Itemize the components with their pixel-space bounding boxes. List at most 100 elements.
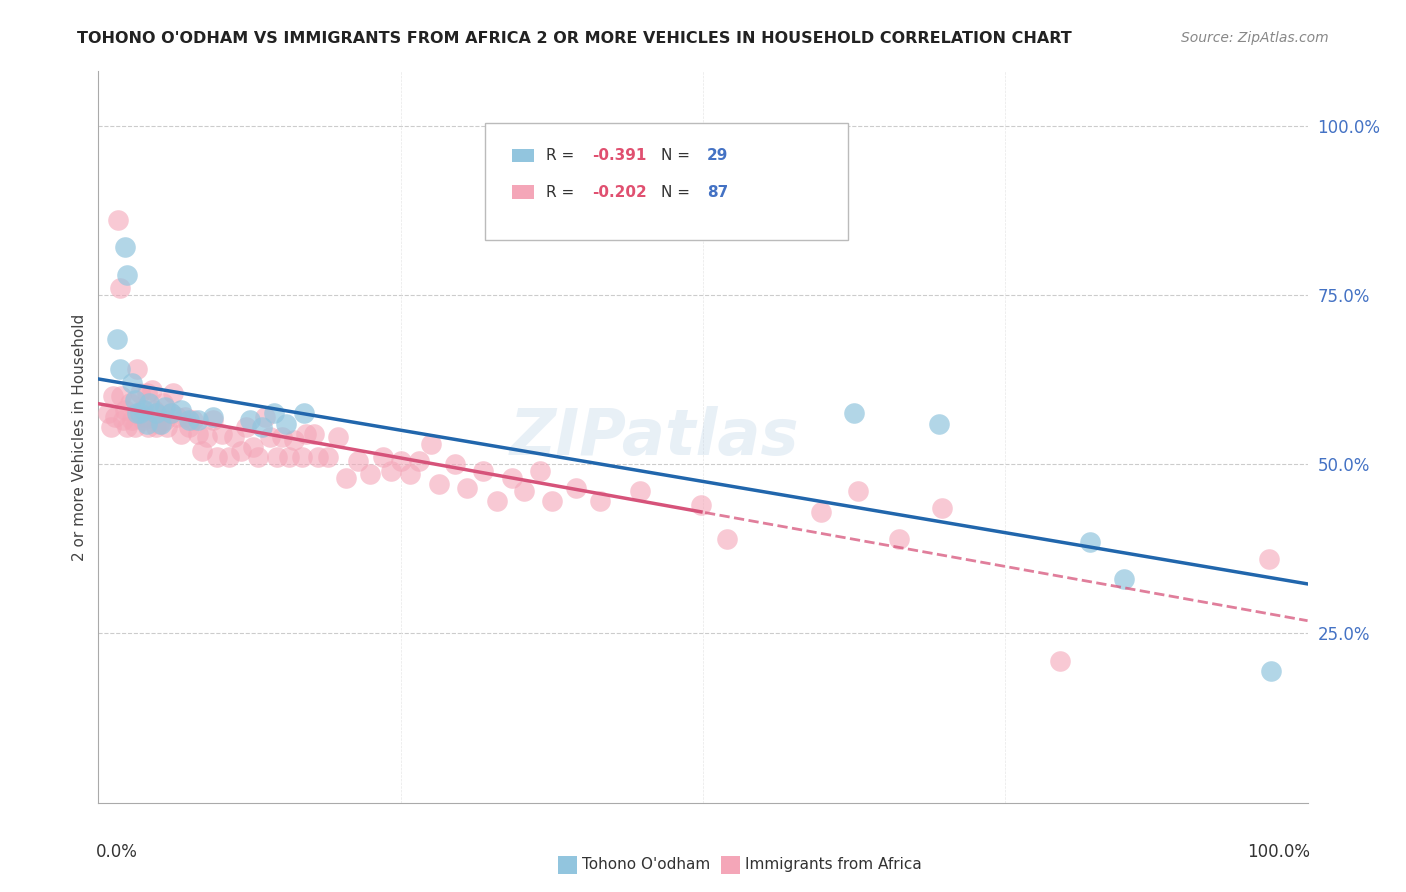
Point [389,454,412,468]
Point [124,420,146,434]
Point [100,420,122,434]
Point [360,467,382,482]
Point [97,406,120,420]
Text: -0.202: -0.202 [592,185,647,200]
Point [127,362,149,376]
Point [1260,664,1282,678]
Point [846,484,869,499]
Point [501,471,523,485]
Text: Source: ZipAtlas.com: Source: ZipAtlas.com [1181,31,1329,45]
Text: 29: 29 [707,148,728,163]
Point [148,417,170,431]
Point [254,409,277,424]
Point [169,403,191,417]
Point [471,464,494,478]
Point [187,426,209,441]
Text: 100.0%: 100.0% [1247,843,1310,861]
Point [205,450,228,465]
Point [174,409,197,424]
Point [128,406,150,420]
Point [308,450,330,465]
Text: Tohono O'odham: Tohono O'odham [582,857,710,872]
Point [628,484,651,499]
Point [202,413,225,427]
Point [145,406,167,420]
Point [326,430,349,444]
Point [399,467,422,482]
Point [136,420,159,434]
Point [290,450,312,465]
FancyBboxPatch shape [512,149,534,162]
Point [235,420,257,434]
Point [1257,552,1279,566]
Point [565,481,588,495]
Point [121,413,143,427]
Point [202,409,225,424]
Point [810,505,832,519]
Text: Immigrants from Africa: Immigrants from Africa [745,857,922,872]
Point [689,498,711,512]
Point [117,420,139,434]
Point [316,450,339,465]
Point [408,454,430,468]
Point [278,450,301,465]
Point [589,494,612,508]
Point [486,494,509,508]
Text: -0.391: -0.391 [592,148,647,163]
Text: R =: R = [546,148,579,163]
Point [141,383,163,397]
Point [153,400,176,414]
Point [283,434,305,448]
Point [292,406,315,420]
Point [181,413,204,427]
Y-axis label: 2 or more Vehicles in Household: 2 or more Vehicles in Household [72,313,87,561]
Point [156,420,179,434]
Point [529,464,551,478]
Point [1112,572,1135,586]
Point [160,406,183,420]
Point [347,454,370,468]
Text: R =: R = [546,185,579,200]
Point [211,426,233,441]
Text: TOHONO O'ODHAM VS IMMIGRANTS FROM AFRICA 2 OR MORE VEHICLES IN HOUSEHOLD CORRELA: TOHONO O'ODHAM VS IMMIGRANTS FROM AFRICA… [77,31,1073,46]
Point [456,481,478,495]
Point [143,403,166,417]
Point [263,406,285,420]
Point [134,409,156,424]
Point [247,450,270,465]
Point [259,430,281,444]
Point [420,437,443,451]
Point [928,417,950,431]
Point [111,413,134,427]
Point [153,413,176,427]
Point [152,396,174,410]
Point [150,417,173,431]
Point [429,477,451,491]
Point [108,281,131,295]
FancyBboxPatch shape [558,856,578,874]
FancyBboxPatch shape [512,186,534,199]
Point [1078,535,1101,549]
Text: ZIPatlas: ZIPatlas [510,406,800,468]
Point [191,443,214,458]
Point [229,443,252,458]
Point [250,420,273,434]
Text: 0.0%: 0.0% [96,843,138,861]
Point [195,430,218,444]
FancyBboxPatch shape [721,856,741,874]
Point [131,403,153,417]
Point [132,413,155,427]
Point [162,386,184,401]
FancyBboxPatch shape [485,122,848,240]
Point [166,409,188,424]
Point [295,426,318,441]
Point [335,471,357,485]
Point [118,396,141,410]
Point [931,501,953,516]
Point [104,409,127,424]
Point [114,240,136,254]
Point [179,413,201,427]
Point [380,464,402,478]
Point [145,420,167,434]
Point [135,386,157,401]
